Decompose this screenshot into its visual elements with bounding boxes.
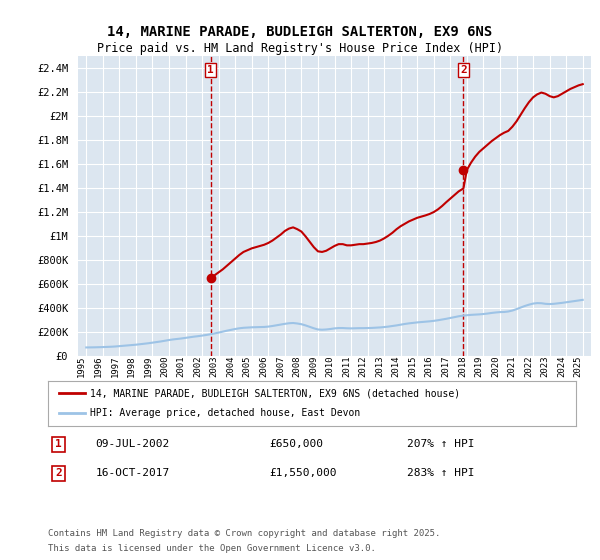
Text: 2017: 2017 <box>442 356 451 377</box>
Text: 2006: 2006 <box>259 356 268 377</box>
Text: 2011: 2011 <box>342 356 351 377</box>
Text: 2023: 2023 <box>541 356 550 377</box>
Text: 2000: 2000 <box>160 356 169 377</box>
Text: This data is licensed under the Open Government Licence v3.0.: This data is licensed under the Open Gov… <box>48 544 376 553</box>
Text: 2024: 2024 <box>557 356 566 377</box>
Text: 2025: 2025 <box>574 356 583 377</box>
Text: HPI: Average price, detached house, East Devon: HPI: Average price, detached house, East… <box>90 408 361 418</box>
Text: 16-OCT-2017: 16-OCT-2017 <box>95 468 170 478</box>
Text: 2010: 2010 <box>325 356 335 377</box>
Text: 2020: 2020 <box>491 356 500 377</box>
Text: 1: 1 <box>208 65 214 75</box>
Text: Price paid vs. HM Land Registry's House Price Index (HPI): Price paid vs. HM Land Registry's House … <box>97 42 503 55</box>
Text: 2008: 2008 <box>292 356 301 377</box>
Text: 1997: 1997 <box>110 356 119 377</box>
Text: 2021: 2021 <box>508 356 517 377</box>
Text: 2014: 2014 <box>392 356 401 377</box>
Text: 14, MARINE PARADE, BUDLEIGH SALTERTON, EX9 6NS (detached house): 14, MARINE PARADE, BUDLEIGH SALTERTON, E… <box>90 388 460 398</box>
Text: 2009: 2009 <box>309 356 318 377</box>
Text: 2005: 2005 <box>243 356 252 377</box>
Text: 2013: 2013 <box>375 356 384 377</box>
Text: 2012: 2012 <box>359 356 368 377</box>
Text: 1995: 1995 <box>77 356 86 377</box>
Text: 2007: 2007 <box>276 356 285 377</box>
Text: 1: 1 <box>55 439 62 449</box>
Text: 09-JUL-2002: 09-JUL-2002 <box>95 439 170 449</box>
Text: 1999: 1999 <box>143 356 152 377</box>
Text: 2003: 2003 <box>209 356 218 377</box>
Text: £650,000: £650,000 <box>270 439 324 449</box>
Text: £1,550,000: £1,550,000 <box>270 468 337 478</box>
Text: 1996: 1996 <box>94 356 103 377</box>
Text: 2018: 2018 <box>458 356 467 377</box>
Text: 2004: 2004 <box>226 356 235 377</box>
Text: 2: 2 <box>460 65 467 75</box>
Text: 2015: 2015 <box>408 356 417 377</box>
Text: 2016: 2016 <box>425 356 434 377</box>
Text: 2022: 2022 <box>524 356 533 377</box>
Text: 283% ↑ HPI: 283% ↑ HPI <box>407 468 475 478</box>
Text: 1998: 1998 <box>127 356 136 377</box>
Text: 2: 2 <box>55 468 62 478</box>
Text: 2002: 2002 <box>193 356 202 377</box>
Text: 2019: 2019 <box>475 356 484 377</box>
Text: 2001: 2001 <box>176 356 185 377</box>
Text: 207% ↑ HPI: 207% ↑ HPI <box>407 439 475 449</box>
Text: 14, MARINE PARADE, BUDLEIGH SALTERTON, EX9 6NS: 14, MARINE PARADE, BUDLEIGH SALTERTON, E… <box>107 25 493 39</box>
Text: Contains HM Land Registry data © Crown copyright and database right 2025.: Contains HM Land Registry data © Crown c… <box>48 529 440 538</box>
